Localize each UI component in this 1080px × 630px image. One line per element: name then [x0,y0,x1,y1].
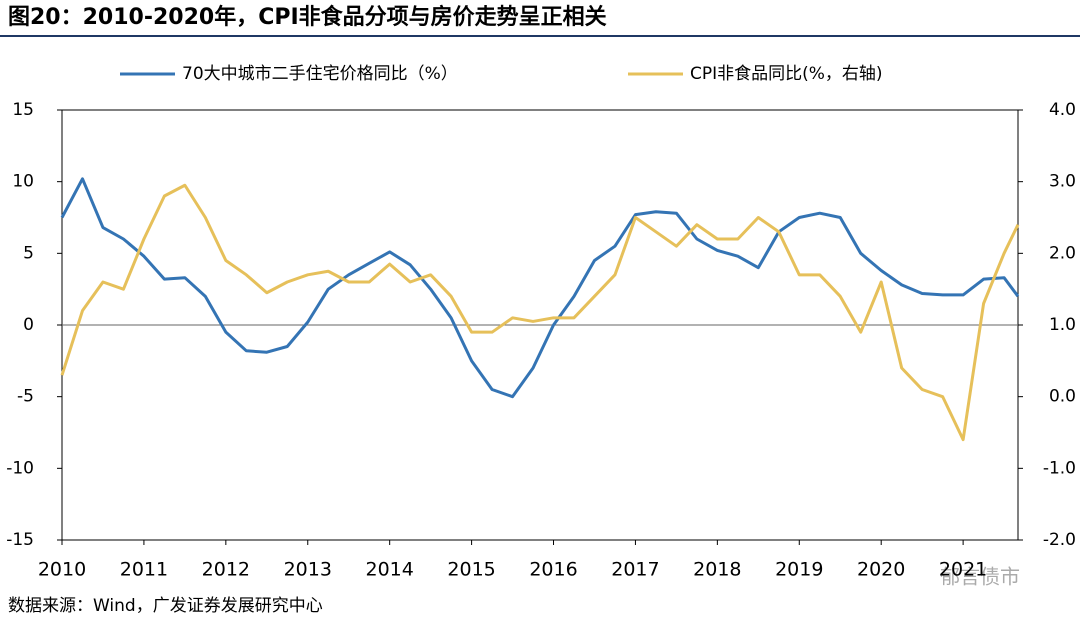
x-tick-label: 2011 [120,559,168,581]
source: 数据来源：Wind，广发证券发展研究中心 [8,596,323,616]
x-tick-label: 2019 [775,559,823,581]
y-tick-label: -15 [6,530,34,550]
x-tick-label: 2013 [284,559,332,581]
x-tick-label: 2015 [447,559,495,581]
x-tick-label: 2018 [693,559,741,581]
y-tick-label: 0 [23,315,34,335]
x-tick-label: 2014 [365,559,413,581]
legend-label: CPI非食品同比(%，右轴) [690,64,883,84]
chart-title: 图20：2010-2020年，CPI非食品分项与房价走势呈正相关 [8,4,607,30]
x-tick-label: 2010 [38,559,86,581]
y-tick-label: -5 [17,387,34,407]
y2-tick-label: 3.0 [1049,172,1076,192]
x-tick-label: 2020 [857,559,905,581]
y2-tick-label: 1.0 [1049,315,1076,335]
y2-tick-label: -1.0 [1043,458,1076,478]
x-tick-label: 2016 [529,559,577,581]
x-tick-label: 2012 [202,559,250,581]
y-tick-label: 15 [12,100,34,120]
watermark: 郁言债市 [940,565,1020,589]
y-tick-label: -10 [6,458,34,478]
x-tick-label: 2021 [939,559,987,581]
y-tick-label: 10 [12,172,34,192]
series-line [60,177,1020,399]
y2-tick-label: -2.0 [1043,530,1076,550]
x-tick-label: 2017 [611,559,659,581]
series-line [60,183,1020,442]
y2-tick-label: 0.0 [1049,387,1076,407]
legend-label: 70大中城市二手住宅价格同比（%） [182,64,458,84]
y2-tick-label: 4.0 [1049,100,1076,120]
y2-tick-label: 2.0 [1049,243,1076,263]
y-tick-label: 5 [23,243,34,263]
